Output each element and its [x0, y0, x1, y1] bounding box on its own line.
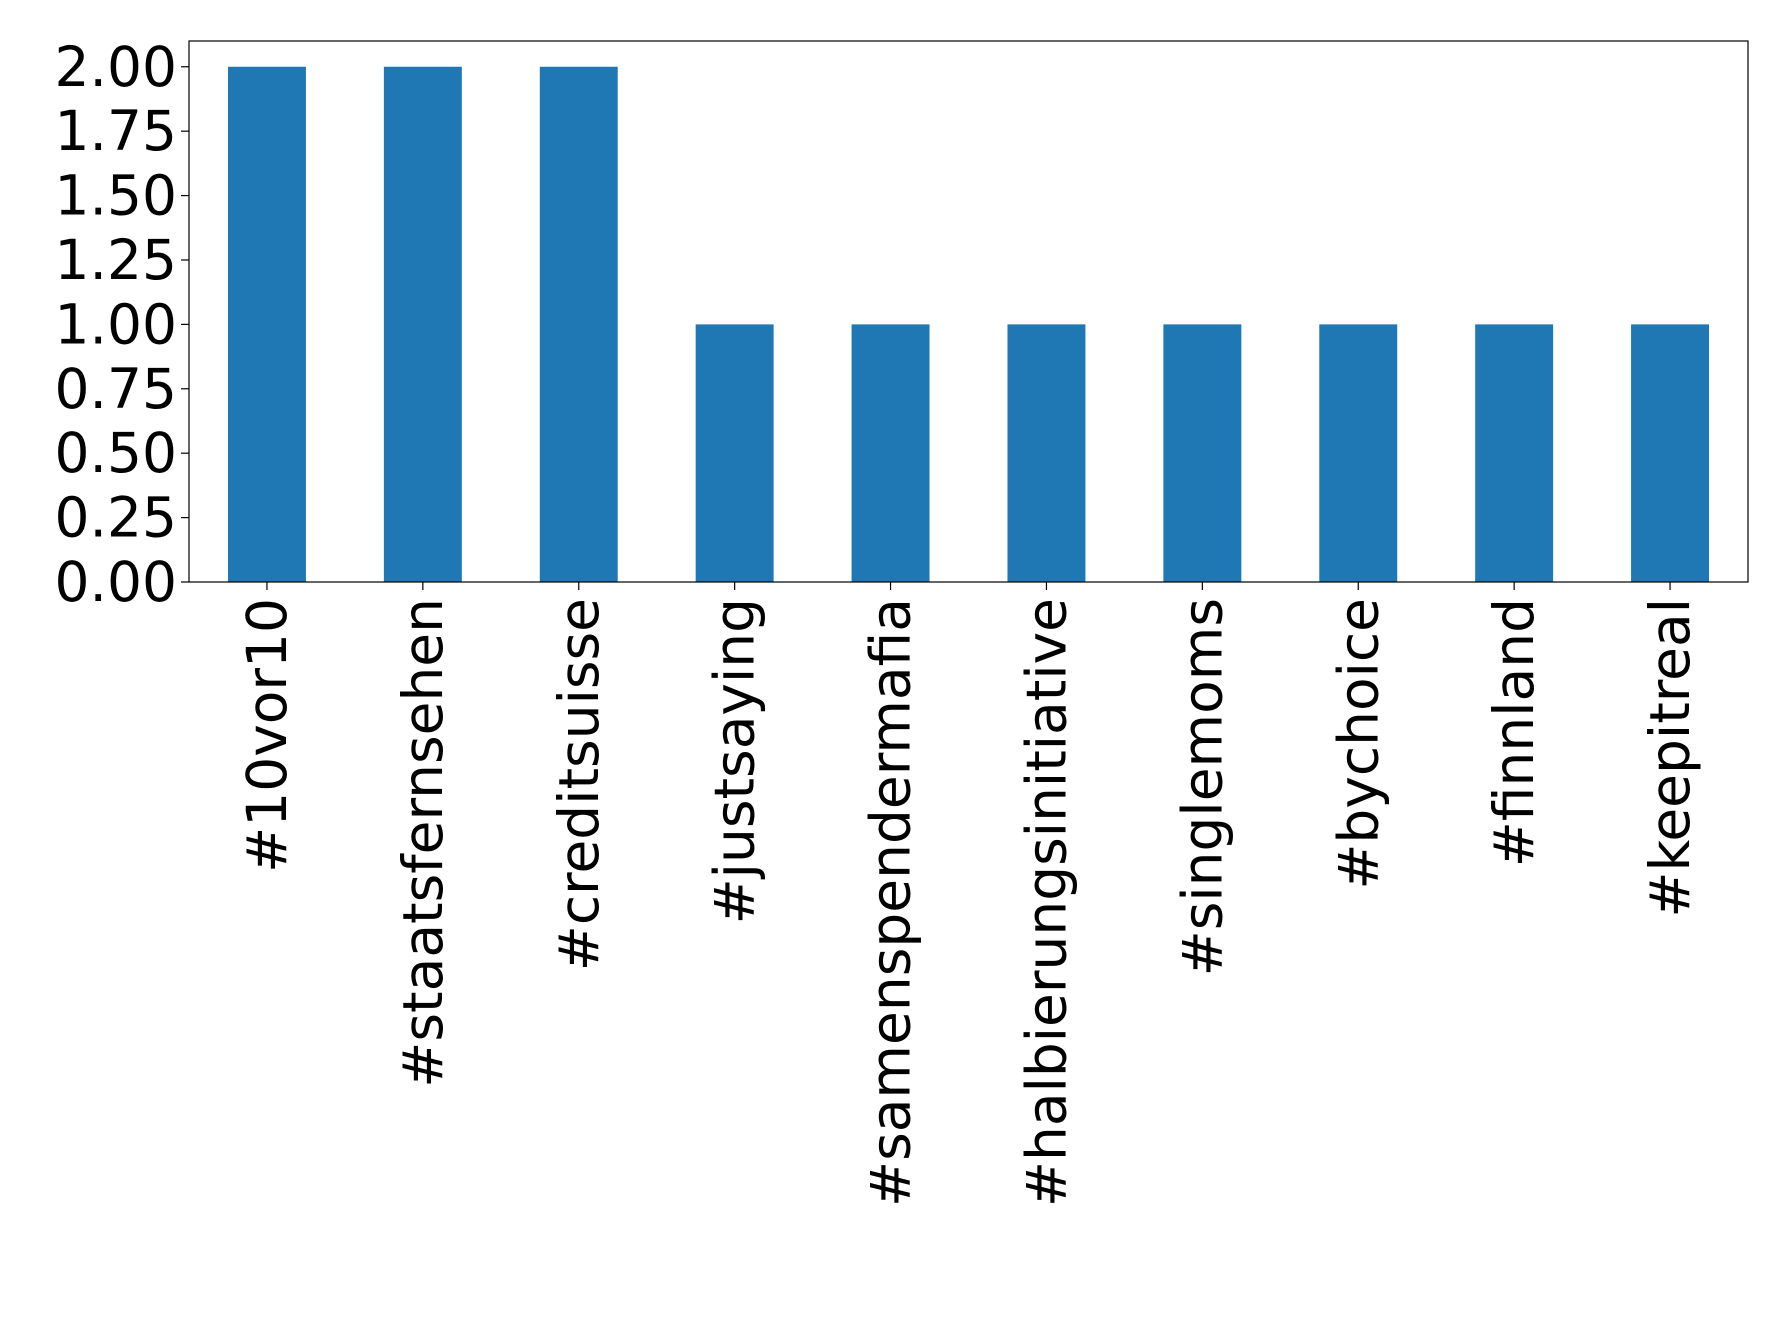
x-tick-label: #creditsuisse	[547, 598, 611, 971]
y-tick-label: 1.25	[55, 228, 177, 292]
x-tick-label: #samenspendermafia	[859, 598, 923, 1207]
x-tick-label: #keepitreal	[1638, 598, 1702, 918]
y-tick-label: 1.50	[55, 164, 177, 228]
plot-frame	[188, 40, 1749, 583]
bar	[539, 66, 618, 582]
x-tick-label: #singlemoms	[1170, 598, 1234, 976]
y-tick-label: 1.00	[55, 292, 177, 356]
x-tick-label: #justsaying	[703, 598, 767, 924]
bar	[1163, 324, 1242, 582]
x-tick-label: #bychoice	[1326, 598, 1390, 890]
y-tick-label: 2.00	[55, 35, 177, 99]
x-tick-label: #halbierungsinitiative	[1014, 598, 1078, 1207]
bar	[695, 324, 774, 582]
y-tick-label: 1.75	[55, 99, 177, 163]
y-tick-label: 0.00	[55, 550, 177, 614]
x-tick-label: #staatsfernsehen	[391, 598, 455, 1088]
bar	[1475, 324, 1554, 582]
bar	[1007, 324, 1086, 582]
y-tick-label: 0.25	[55, 486, 177, 550]
bar	[1631, 324, 1710, 582]
x-tick-label: #finnland	[1482, 598, 1546, 867]
y-tick-label: 0.50	[55, 421, 177, 485]
bar	[383, 66, 462, 582]
x-tick-label: #10vor10	[235, 598, 299, 873]
bar	[1319, 324, 1398, 582]
bar	[227, 66, 306, 582]
bar	[851, 324, 930, 582]
y-tick-label: 0.75	[55, 357, 177, 421]
